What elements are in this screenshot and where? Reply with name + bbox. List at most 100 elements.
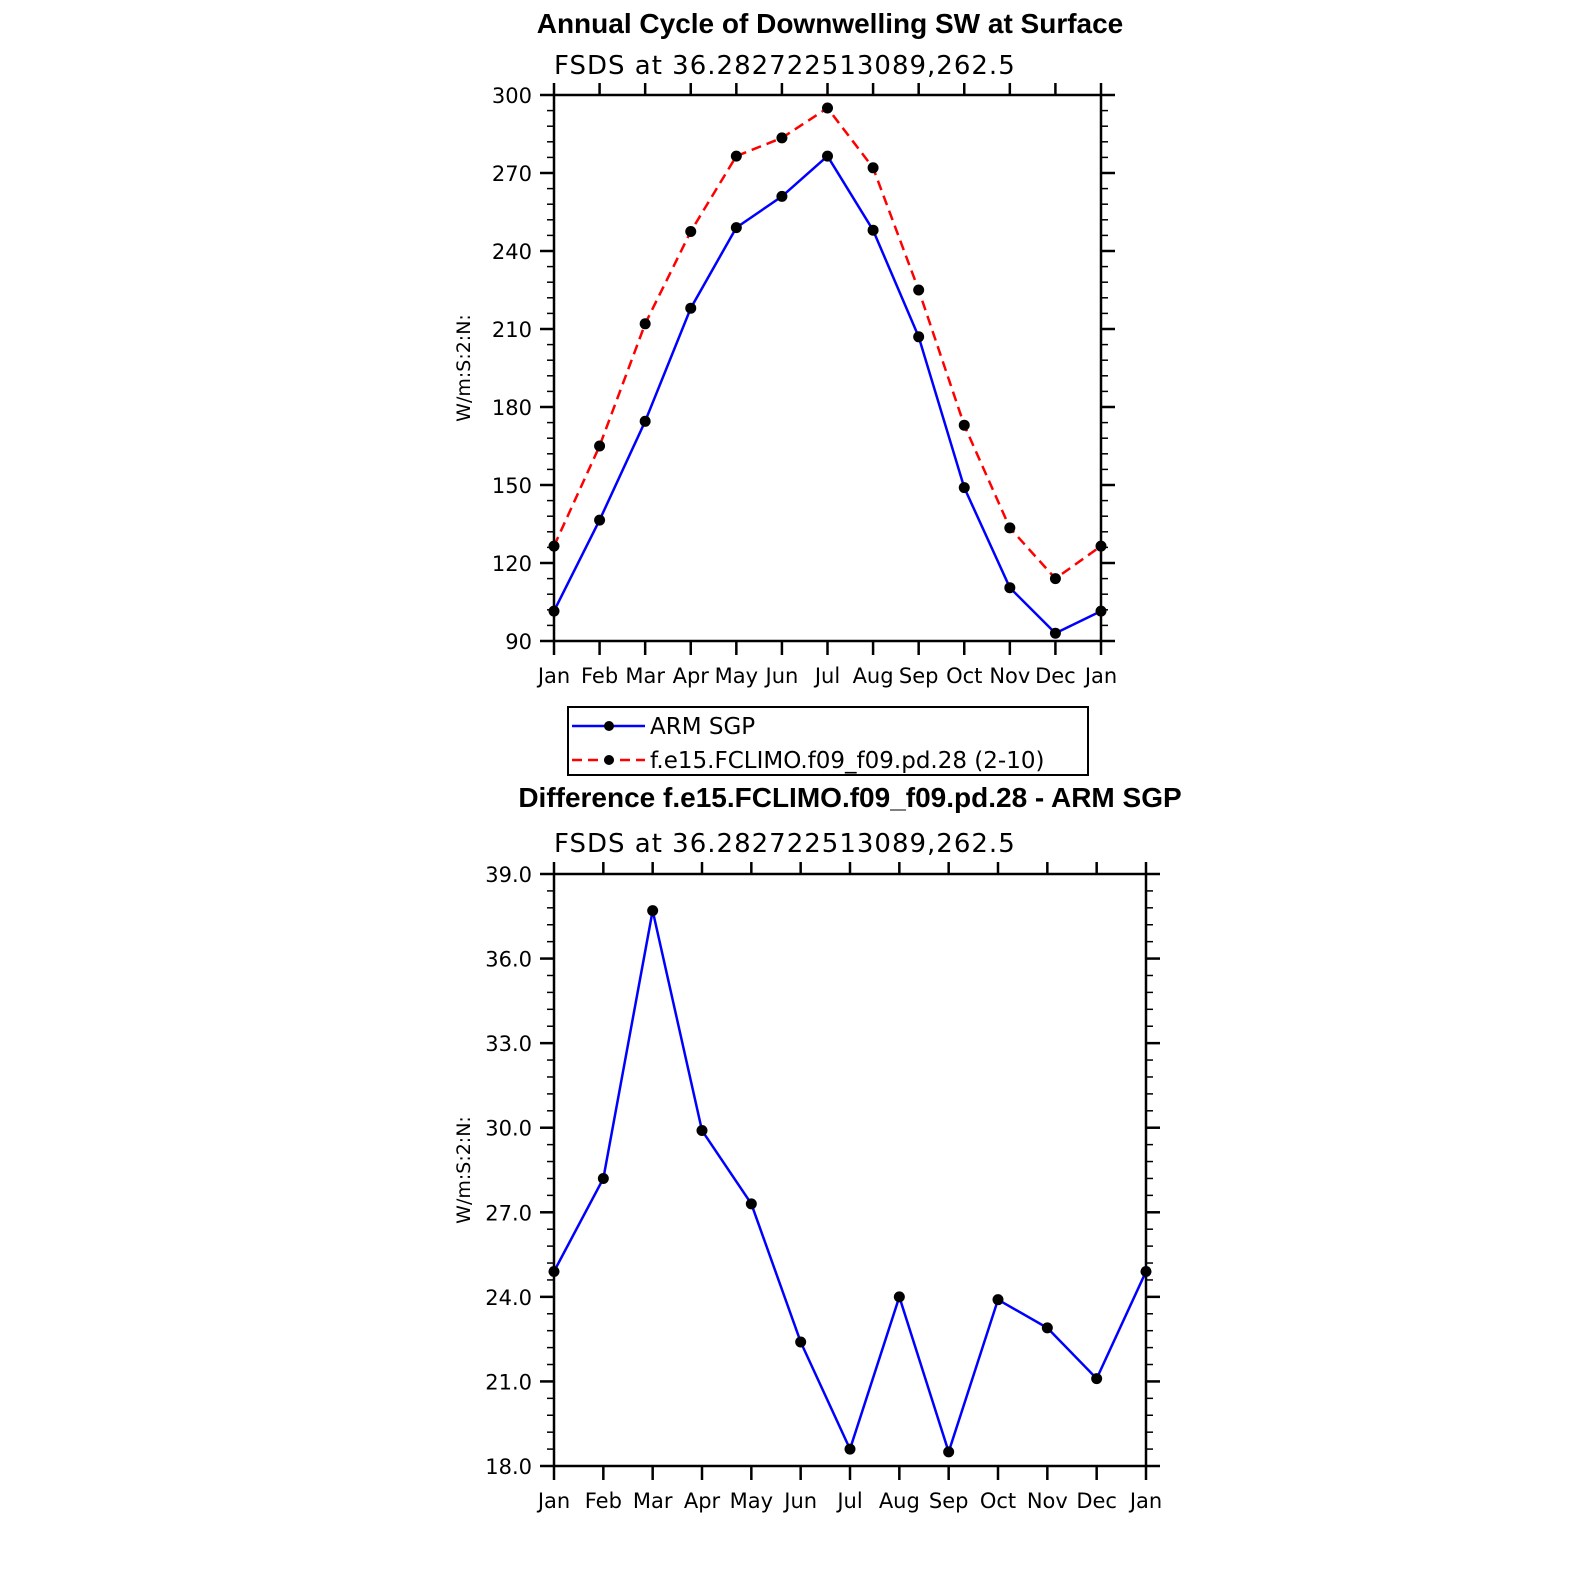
series-line-0 [552, 910, 1148, 1456]
x-tick-label: Jan [1128, 1489, 1162, 1513]
x-tick-label: Dec [1076, 1489, 1117, 1513]
data-point [730, 150, 742, 162]
data-point [647, 905, 659, 917]
x-tick-label: Jun [764, 664, 799, 688]
data-point [685, 226, 697, 237]
data-point [795, 1336, 807, 1348]
y-tick-label: 300 [492, 84, 532, 108]
data-point [958, 419, 970, 431]
data-point [594, 514, 606, 526]
x-tick-label: Aug [879, 1489, 920, 1513]
x-tick-label: Jan [1083, 664, 1117, 688]
y-tick-label: 210 [492, 318, 532, 342]
data-point [594, 440, 606, 452]
bottom-panel: Difference f.e15.FCLIMO.f09_f09.pd.28 - … [453, 782, 1182, 1513]
data-point [943, 1446, 955, 1458]
data-point [597, 1172, 609, 1184]
data-point [844, 1443, 856, 1455]
bottom-plot-area: 18.0 21.0 24.0 27.0 30.0 33.0 36.0 39.0 Jan Feb Ma… [453, 862, 1162, 1513]
series-line-0 [552, 154, 1102, 635]
bottom-chart-subtitle: FSDS at 36.282722513089,262.5 [554, 829, 1016, 859]
data-point [1004, 582, 1016, 594]
top-panel: Annual Cycle of Downwelling SW at Surfac… [453, 8, 1124, 776]
x-tick-label: Mar [625, 664, 665, 688]
series-line-1 [552, 106, 1102, 581]
data-point [822, 150, 833, 162]
data-point [1041, 1322, 1053, 1334]
y-axis-label: W/m:S:2:N: [453, 314, 475, 422]
legend-box [567, 706, 1089, 776]
data-point [548, 540, 560, 552]
data-point [1049, 627, 1061, 639]
top-chart-subtitle: FSDS at 36.282722513089,262.5 [554, 51, 1016, 81]
data-point [548, 1265, 560, 1277]
data-point [1004, 522, 1016, 534]
y-tick-label: 27.0 [485, 1201, 532, 1225]
x-tick-label: Mar [633, 1489, 673, 1513]
data-point [730, 222, 742, 234]
x-tick-label: Jul [835, 1489, 862, 1513]
x-tick-label: Jun [782, 1489, 817, 1513]
y-tick-label: 33.0 [485, 1032, 532, 1056]
x-tick-label: Nov [1027, 1489, 1068, 1513]
x-tick-label: May [715, 664, 758, 688]
data-point [1095, 605, 1107, 617]
legend-marker-model [604, 755, 614, 765]
data-point [1140, 1265, 1152, 1277]
x-tick-label: Jul [813, 664, 840, 688]
y-tick-label: 150 [492, 474, 532, 498]
data-point [745, 1198, 757, 1210]
y-axis-label: W/m:S:2:N: [453, 1116, 475, 1224]
data-point [776, 132, 788, 144]
top-chart-title: Annual Cycle of Downwelling SW at Surfac… [537, 8, 1124, 39]
x-tick-label: Apr [673, 664, 710, 688]
x-tick-label: Jan [536, 1489, 570, 1513]
x-tick-label: Apr [684, 1489, 721, 1513]
x-tick-label: Aug [853, 664, 894, 688]
y-tick-label: 90 [505, 630, 532, 654]
y-tick-label: 21.0 [485, 1370, 532, 1394]
x-tick-label: Sep [929, 1489, 969, 1513]
x-tick-label: Feb [581, 664, 618, 688]
data-point [1091, 1373, 1103, 1385]
data-point [1095, 540, 1107, 552]
data-point [685, 302, 697, 314]
y-tick-label: 24.0 [485, 1286, 532, 1310]
y-tick-label: 36.0 [485, 948, 532, 972]
data-point [822, 102, 833, 114]
plot-frame [552, 93, 1103, 643]
data-point [992, 1294, 1004, 1306]
x-tick-label: Nov [989, 664, 1030, 688]
y-tick-label: 39.0 [485, 863, 532, 887]
data-point [1049, 573, 1061, 585]
x-tick-label: May [730, 1489, 773, 1513]
data-point [639, 415, 651, 427]
y-tick-label: 240 [492, 240, 532, 264]
legend-label-arm-sgp: ARM SGP [650, 714, 755, 740]
data-point [867, 224, 879, 236]
data-point [639, 318, 651, 330]
legend-label-model: f.e15.FCLIMO.f09_f09.pd.28 (2-10) [650, 748, 1044, 774]
y-tick-label: 30.0 [485, 1117, 532, 1141]
y-tick-label: 180 [492, 396, 532, 420]
data-point [893, 1291, 905, 1303]
data-point [913, 331, 925, 343]
data-point [776, 190, 788, 202]
legend-marker-arm-sgp [604, 721, 614, 731]
data-point [696, 1125, 708, 1137]
y-tick-label: 18.0 [485, 1455, 532, 1479]
data-point [958, 482, 970, 494]
bottom-chart-title: Difference f.e15.FCLIMO.f09_f09.pd.28 - … [518, 782, 1181, 813]
x-tick-label: Oct [980, 1489, 1016, 1513]
x-tick-label: Oct [946, 664, 982, 688]
y-tick-label: 120 [492, 552, 532, 576]
x-tick-label: Feb [585, 1489, 622, 1513]
y-tick-label: 270 [492, 162, 532, 186]
data-point [548, 605, 560, 617]
x-tick-label: Dec [1035, 664, 1076, 688]
data-point [867, 162, 879, 174]
legend: ARM SGP f.e15.FCLIMO.f09_f09.pd.28 (2-10… [567, 706, 1089, 776]
x-tick-label: Sep [899, 664, 939, 688]
